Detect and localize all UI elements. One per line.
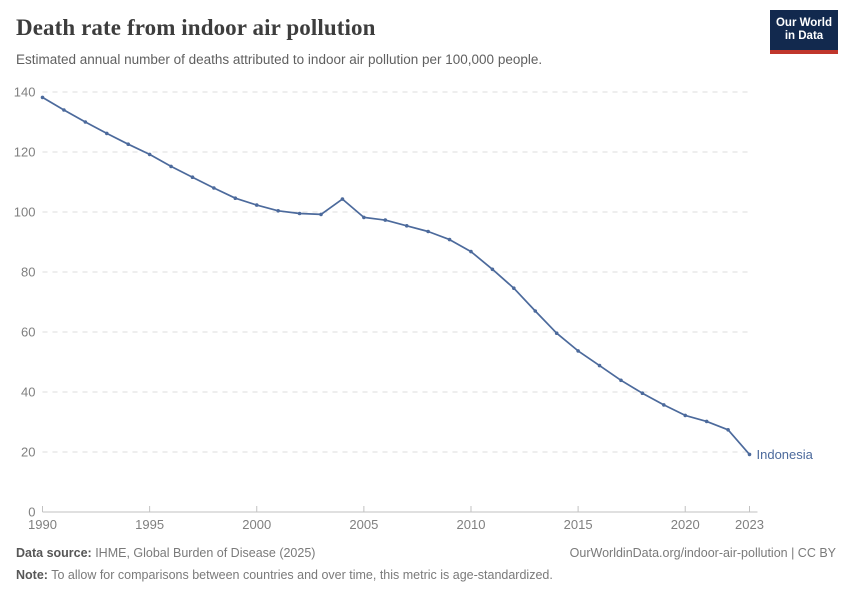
data-point	[554, 331, 559, 336]
data-point	[662, 403, 666, 407]
x-tick-label: 2010	[457, 517, 486, 532]
x-tick-label: 2020	[671, 517, 700, 532]
data-point	[104, 131, 109, 136]
owid-logo: Our World in Data	[770, 10, 838, 54]
data-point	[126, 142, 130, 146]
data-point	[597, 363, 602, 368]
data-source: Data source: IHME, Global Burden of Dise…	[16, 546, 315, 560]
y-tick-label: 80	[21, 265, 35, 280]
data-source-text: IHME, Global Burden of Disease (2025)	[91, 546, 316, 560]
data-line	[42, 96, 751, 455]
data-source-label: Data source:	[16, 546, 92, 560]
data-point	[747, 452, 752, 457]
y-tick-label: 60	[21, 325, 35, 340]
y-tick-label: 120	[14, 145, 36, 160]
y-tick-label: 40	[21, 385, 35, 400]
note-label: Note:	[16, 568, 48, 582]
data-point	[576, 349, 580, 353]
logo-line2: in Data	[784, 30, 824, 42]
x-tick-label: 2023	[735, 517, 764, 532]
data-point	[233, 196, 238, 200]
data-point	[212, 186, 216, 190]
data-point	[83, 120, 88, 124]
data-point	[704, 419, 709, 424]
license-link[interactable]: OurWorldinData.org/indoor-air-pollution …	[569, 546, 836, 560]
y-tick-label: 100	[14, 205, 36, 220]
data-point	[512, 286, 516, 291]
data-point	[490, 267, 495, 272]
chart-note: Note: To allow for comparisons between c…	[16, 568, 836, 582]
data-point	[319, 212, 323, 217]
data-point	[426, 229, 430, 234]
series-label: Indonesia	[757, 447, 814, 462]
data-point	[640, 391, 645, 396]
data-point	[469, 249, 473, 254]
data-point	[362, 215, 366, 220]
x-tick-label: 2015	[564, 517, 593, 532]
y-tick-label: 140	[14, 85, 36, 100]
logo-line1: Our World	[775, 17, 832, 29]
data-point	[447, 237, 452, 242]
data-point	[62, 108, 66, 112]
chart-subtitle: Estimated annual number of deaths attrib…	[16, 51, 543, 67]
data-point	[297, 211, 302, 216]
x-tick-label: 1995	[135, 517, 164, 532]
x-tick-label: 2005	[349, 517, 378, 532]
data-point	[683, 413, 688, 418]
data-point	[619, 378, 623, 383]
note-text: To allow for comparisons between countri…	[47, 568, 553, 582]
data-point	[190, 175, 195, 179]
y-tick-label: 20	[21, 445, 35, 460]
data-point	[533, 309, 538, 313]
data-point	[147, 152, 152, 157]
data-point	[40, 95, 45, 100]
x-tick-label: 1990	[28, 517, 57, 532]
x-tick-label: 2000	[242, 517, 271, 532]
data-point	[383, 218, 388, 222]
y-tick-label: 0	[28, 505, 35, 520]
data-point	[254, 203, 259, 207]
data-point	[726, 428, 730, 432]
data-point	[404, 224, 409, 228]
page-title: Death rate from indoor air pollution	[16, 15, 376, 40]
data-point	[340, 197, 345, 201]
data-point	[276, 209, 280, 213]
data-point	[169, 164, 173, 169]
